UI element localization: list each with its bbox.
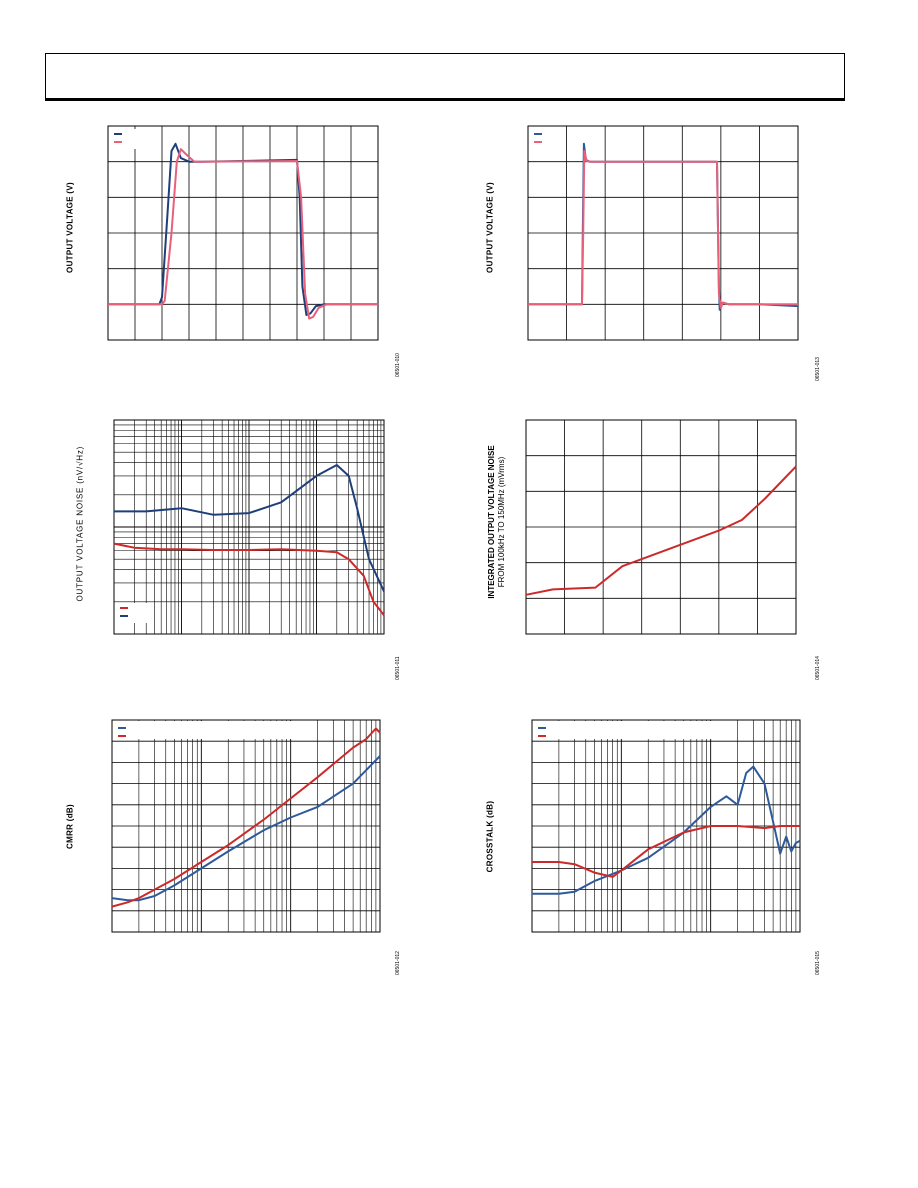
chart-2-plot — [527, 125, 799, 341]
chart-6-legend — [533, 721, 729, 739]
chart-5-legend-box — [113, 721, 309, 739]
chart-4-figure-code: 06501-014 — [815, 656, 821, 680]
chart-6-legend-box — [533, 721, 729, 739]
chart-panel-5: CMRR (dB) 06501-012 — [60, 712, 410, 975]
chart-panel-4: INTEGRATED OUTPUT VOLTAGE NOISE FROM 100… — [480, 412, 830, 682]
chart-1-figure-code: 06501-010 — [395, 353, 401, 377]
chart-2-legend-box — [529, 129, 563, 149]
chart-2-series-1-line — [528, 142, 799, 311]
chart-6-grid — [532, 720, 800, 932]
chart-5-figure-code: 06501-012 — [395, 951, 401, 975]
chart-6-plot — [531, 719, 801, 933]
chart-6-series-1-line — [532, 765, 801, 895]
chart-3-legend-box — [115, 603, 149, 623]
chart-2-frame — [527, 125, 799, 341]
chart-3-series-1-line — [114, 464, 385, 592]
chart-1-legend — [109, 129, 143, 149]
page-header-box — [45, 53, 845, 101]
chart-1-series-2-line — [108, 148, 378, 320]
chart-6-figure-code: 06501-015 — [815, 951, 821, 975]
chart-3-grid — [114, 420, 384, 634]
chart-1-legend-box — [109, 129, 143, 149]
chart-2-legend — [529, 129, 563, 149]
chart-1-frame — [107, 125, 379, 341]
chart-5-series-2-line — [111, 727, 381, 908]
chart-1-grid — [108, 126, 378, 340]
chart-3-series-2-line — [113, 542, 385, 616]
chart-panel-2: OUTPUT VOLTAGE (V) 06501-013 — [480, 118, 830, 381]
chart-2-figure-code: 06501-013 — [815, 357, 821, 381]
chart-5-frame — [111, 719, 381, 933]
chart-2-grid — [528, 126, 798, 340]
chart-4-series-1-line — [525, 465, 797, 596]
chart-panel-3: OUTPUT VOLTAGE NOISE (nV/√Hz) 06501-011 — [60, 412, 410, 682]
chart-panel-6: CROSSTALK (dB) 06501-015 — [480, 712, 830, 975]
chart-2-series-2-line — [528, 150, 798, 309]
chart-4-frame — [525, 419, 797, 635]
chart-4-grid — [526, 420, 796, 634]
chart-6-series-2-line — [532, 825, 800, 878]
chart-5-legend — [113, 721, 309, 739]
chart-1-plot — [107, 125, 379, 341]
chart-3-frame — [113, 419, 385, 635]
chart-3-legend — [115, 603, 149, 623]
chart-5-plot — [111, 719, 381, 933]
chart-3-plot — [113, 419, 385, 635]
chart-5-series-1-line — [111, 755, 381, 902]
chart-5-grid — [112, 720, 380, 932]
chart-4-plot — [525, 419, 797, 635]
chart-panel-1: OUTPUT VOLTAGE (V) 06501-010 — [60, 118, 410, 378]
chart-3-figure-code: 06501-011 — [395, 656, 401, 680]
